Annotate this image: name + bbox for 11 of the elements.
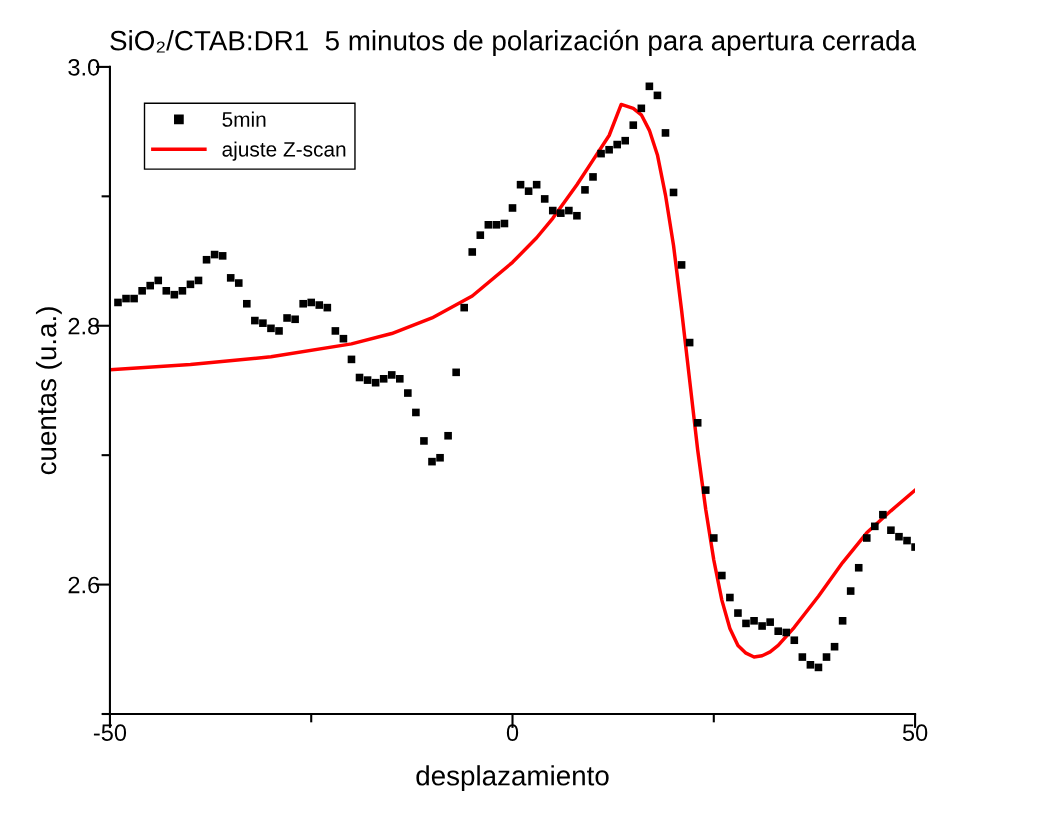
legend-label: ajuste Z-scan [222,141,346,161]
legend-label: 5min [222,111,266,127]
x-tick-label: 50 [902,724,928,742]
y-tick-label: 2.8 [68,317,100,335]
x-axis-title: desplazamiento [416,765,609,792]
y-axis-title: cuentas (u.a.) [35,307,62,475]
y-tick-label: 3.0 [68,58,100,76]
x-tick-label: 0 [506,724,519,742]
y-tick-label: 2.6 [68,576,100,594]
chart-title: SiO₂/CTAB:DR1 5 minutos de polarización para apertura cerrada [110,29,917,57]
x-tick-label: -50 [93,724,127,742]
